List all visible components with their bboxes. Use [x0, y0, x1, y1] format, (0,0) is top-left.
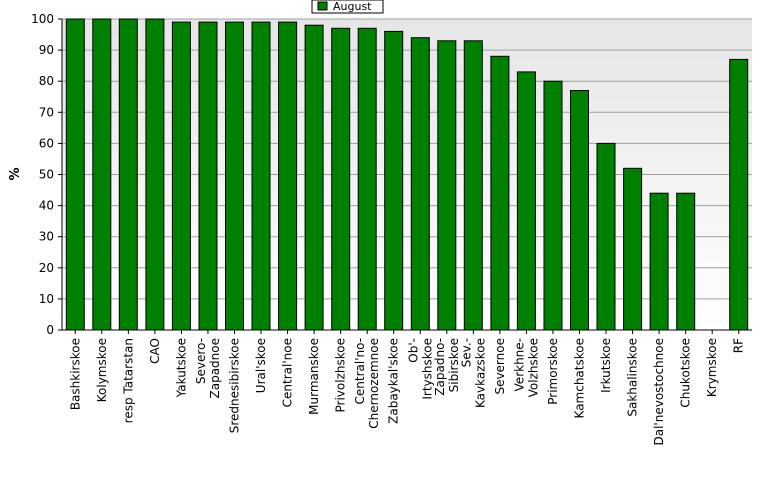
x-tick-label: Privolzhskoe — [334, 338, 348, 412]
bar — [649, 192, 669, 331]
bar — [304, 24, 324, 331]
x-tick-label: Dal'nevostochnoe — [652, 338, 666, 446]
x-tick-label: Irkutskoe — [599, 338, 613, 393]
x-tick-label: Yakutskoe — [174, 338, 188, 398]
bars — [65, 18, 749, 331]
x-tick-label: Zapadno-Sibirskoe — [433, 338, 461, 396]
bar — [118, 18, 138, 331]
bar — [490, 55, 510, 331]
y-tick-label: 10 — [39, 292, 54, 306]
x-tick-label: Bashkirskoe — [68, 338, 82, 410]
y-tick-label: 100 — [31, 12, 54, 26]
bar — [357, 27, 377, 331]
bar — [331, 27, 351, 331]
legend-swatch — [317, 1, 328, 11]
bar — [437, 40, 457, 331]
y-axis-label: % — [8, 167, 23, 180]
x-tick-label: Central'noe — [281, 338, 295, 407]
x-tick-label: Kolymskoe — [95, 338, 109, 402]
y-axis: 0 10 20 30 40 50 60 70 80 90 100 — [31, 12, 62, 337]
y-tick-label: 30 — [39, 230, 54, 244]
x-tick-label: Sakhalinskoe — [626, 338, 640, 417]
legend-box — [311, 0, 384, 14]
bar — [171, 21, 191, 331]
x-tick-label: Severnoe — [493, 338, 507, 395]
bar — [251, 21, 271, 331]
bar — [623, 167, 643, 331]
x-tick-label: Zabaykal'skoe — [387, 338, 401, 424]
y-tick-label: 40 — [39, 199, 54, 213]
bar — [570, 90, 589, 331]
bar — [198, 21, 218, 331]
y-tick-label: 50 — [39, 168, 54, 182]
bar — [543, 80, 563, 331]
bar — [92, 18, 112, 331]
x-tick-label: Kamchatskoe — [573, 338, 587, 418]
x-tick-label: Verkhne-Volzhskoe — [512, 338, 540, 397]
bar — [278, 21, 298, 331]
x-tick-label: CAO — [148, 338, 162, 364]
x-tick-label: Severo-Zapadnoe — [194, 338, 222, 399]
x-axis: Bashkirskoe Kolymskoe resp Tatarstan CAO Yak… — [68, 330, 746, 446]
x-tick-label: Chukotskoe — [679, 338, 693, 408]
y-tick-label: 90 — [39, 43, 54, 57]
x-tick-label: RF — [732, 338, 746, 353]
y-tick-label: 60 — [39, 136, 54, 150]
bar — [516, 71, 536, 331]
x-tick-label: Krymskoe — [705, 338, 719, 397]
legend-label: August — [333, 0, 372, 13]
bar — [225, 21, 244, 331]
legend: August — [311, 0, 384, 14]
y-tick-label: 0 — [46, 323, 54, 337]
y-tick-label: 70 — [39, 105, 54, 119]
bar — [410, 37, 430, 331]
bar — [676, 192, 696, 331]
x-tick-label: Murmanskoe — [307, 338, 321, 415]
x-tick-label: resp Tatarstan — [121, 338, 135, 423]
bar — [729, 58, 749, 331]
x-tick-label: Primorskoe — [546, 338, 560, 405]
bar — [384, 30, 404, 331]
x-tick-label: Ob'-Irtyshskoe — [406, 338, 434, 400]
x-tick-label: Srednesibirskoe — [228, 338, 242, 433]
x-tick-label: Central'no-Chernozemnoe — [353, 338, 381, 429]
y-tick-label: 20 — [39, 261, 54, 275]
bar — [596, 142, 616, 331]
x-tick-label: Sev.-Kavkazskoe — [459, 338, 487, 408]
y-tick-label: 80 — [39, 74, 54, 88]
x-tick-label: Ural'skoe — [254, 338, 268, 393]
bar — [65, 18, 85, 331]
bar — [463, 40, 483, 331]
bar — [145, 18, 165, 331]
